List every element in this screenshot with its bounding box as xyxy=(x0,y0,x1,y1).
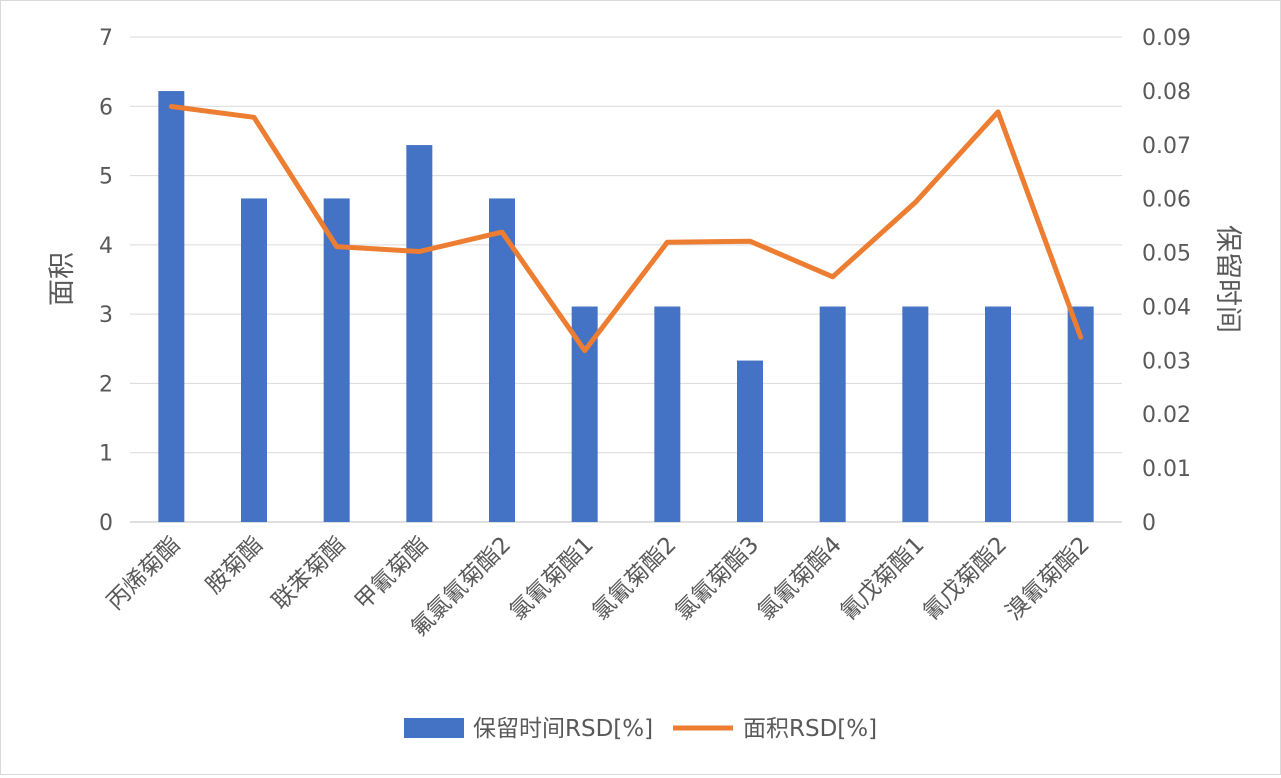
bar xyxy=(737,361,763,522)
bar-series xyxy=(158,91,1093,522)
category-label: 氯氰菊酯4 xyxy=(753,532,847,626)
bar xyxy=(158,91,184,522)
right-tick-label: 0.06 xyxy=(1142,188,1191,213)
category-label: 氯氰菊酯1 xyxy=(505,532,599,626)
left-axis-ticks: 0 1 2 3 4 5 6 7 xyxy=(99,26,113,536)
right-axis-ticks: 0 0.01 0.02 0.03 0.04 0.05 0.06 0.07 0.08 0.09 xyxy=(1142,26,1191,536)
bar xyxy=(985,307,1011,522)
right-tick-label: 0.01 xyxy=(1142,457,1191,482)
left-tick-label: 7 xyxy=(99,26,113,51)
category-labels: 丙烯菊酯胺菊酯联苯菊酯甲氰菊酯氟氯氰菊酯2氯氰菊酯1氯氰菊酯2氯氰菊酯3氯氰菊酯… xyxy=(102,532,1095,642)
bar xyxy=(406,145,432,522)
right-tick-label: 0.05 xyxy=(1142,242,1191,267)
gridlines xyxy=(130,37,1122,522)
bar xyxy=(654,307,680,522)
category-label: 氰戊菊酯2 xyxy=(918,532,1012,626)
right-tick-label: 0.02 xyxy=(1142,403,1191,428)
right-tick-label: 0.08 xyxy=(1142,80,1191,105)
left-axis-title: 面积 xyxy=(47,252,78,306)
category-label: 氰戊菊酯1 xyxy=(836,532,930,626)
legend-label-bar: 保留时间RSD[%] xyxy=(473,716,653,742)
legend-label-line: 面积RSD[%] xyxy=(743,716,877,742)
bar xyxy=(820,307,846,522)
category-label: 胺菊酯 xyxy=(201,532,268,599)
category-label: 溴氰菊酯2 xyxy=(1001,532,1095,626)
left-tick-label: 4 xyxy=(99,234,113,259)
right-tick-label: 0.07 xyxy=(1142,134,1191,159)
right-tick-label: 0.03 xyxy=(1142,349,1191,374)
category-label: 甲氰菊酯 xyxy=(350,532,433,615)
left-tick-label: 0 xyxy=(99,511,113,536)
legend: 保留时间RSD[%] 面积RSD[%] xyxy=(404,716,877,742)
left-tick-label: 3 xyxy=(99,303,113,328)
legend-swatch-bar xyxy=(404,718,464,738)
left-tick-label: 6 xyxy=(99,95,113,120)
right-tick-label: 0 xyxy=(1142,511,1156,536)
category-label: 氯氰菊酯2 xyxy=(588,532,682,626)
left-tick-label: 1 xyxy=(99,442,113,467)
left-tick-label: 5 xyxy=(99,165,113,190)
category-label: 丙烯菊酯 xyxy=(102,532,185,615)
bar xyxy=(902,307,928,522)
category-label: 氯氰菊酯3 xyxy=(670,532,764,626)
right-axis-title: 保留时间 xyxy=(1212,225,1243,333)
right-tick-label: 0.04 xyxy=(1142,295,1191,320)
category-label: 联苯菊酯 xyxy=(267,532,350,615)
right-tick-label: 0.09 xyxy=(1142,26,1191,51)
bar xyxy=(241,198,267,522)
left-tick-label: 2 xyxy=(99,372,113,397)
